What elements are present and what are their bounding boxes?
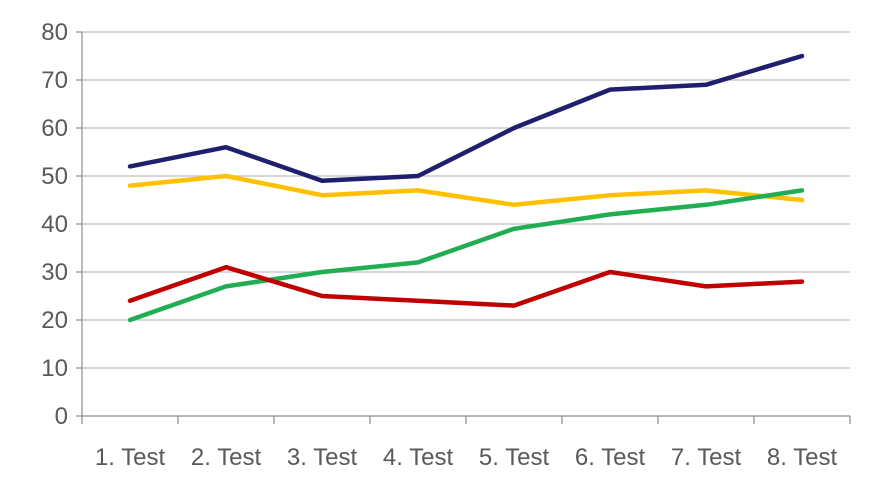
series-line-4 [127, 264, 805, 308]
axes [76, 31, 851, 424]
y-tick-label: 0 [55, 403, 68, 430]
x-tick-label: 3. Test [287, 444, 358, 471]
y-tick-label: 80 [41, 19, 68, 46]
y-tick-label: 20 [41, 307, 68, 334]
y-tick-label: 30 [41, 259, 68, 286]
x-tick-label: 2. Test [191, 444, 262, 471]
x-tick-label: 4. Test [383, 444, 454, 471]
y-tick-label: 40 [41, 211, 68, 238]
x-tick-label: 1. Test [95, 444, 166, 471]
y-tick-label: 10 [41, 355, 68, 382]
series-lines [127, 53, 805, 323]
x-tick-label: 8. Test [767, 444, 838, 471]
x-tick-label: 5. Test [479, 444, 550, 471]
series-line-2 [127, 173, 805, 208]
x-axis-tick-labels: 1. Test 2. Test 3. Test 4. Test 5. Test 6. Te… [95, 444, 838, 471]
y-tick-label: 70 [41, 67, 68, 94]
series-line-1 [127, 53, 805, 184]
y-tick-label: 50 [41, 163, 68, 190]
x-tick-label: 7. Test [671, 444, 742, 471]
x-tick-label: 6. Test [575, 444, 646, 471]
y-axis-tick-labels: 0 10 20 30 40 50 60 70 80 [41, 19, 68, 430]
series-line-3 [127, 188, 805, 323]
y-tick-label: 60 [41, 115, 68, 142]
